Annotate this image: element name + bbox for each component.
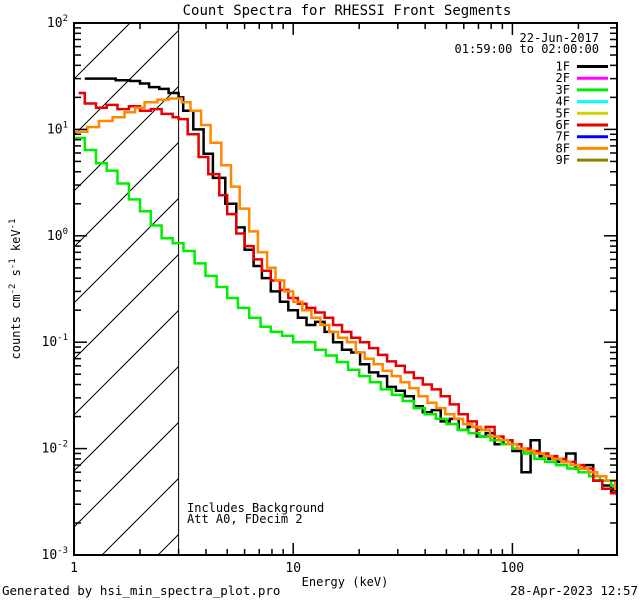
legend-label-5F: 5F <box>556 106 570 120</box>
legend-label-4F: 4F <box>556 95 570 109</box>
legend-label-3F: 3F <box>556 83 570 97</box>
x-axis-tick-labels: 1 10 100 <box>70 561 524 576</box>
footer-generator-credit: Generated by hsi_min_spectra_plot.pro <box>2 583 280 598</box>
y-axis-label-text: s <box>9 269 23 283</box>
x-tick-label: 100 <box>501 561 524 576</box>
y-tick-label: 101 <box>47 120 68 137</box>
plot-frame <box>73 22 618 556</box>
legend-label-9F: 9F <box>556 153 570 167</box>
y-tick-label: 10-3 <box>42 546 69 563</box>
observation-time-range: 01:59:00 to 02:00:00 <box>455 42 600 56</box>
chart-title: Count Spectra for RHESSI Front Segments <box>183 3 512 19</box>
y-tick-label: 10-1 <box>42 333 69 350</box>
legend-label-2F: 2F <box>556 71 570 85</box>
legend-label-1F: 1F <box>556 60 570 74</box>
y-axis-label-superscript: -2 <box>8 284 18 295</box>
legend-label-7F: 7F <box>556 130 570 144</box>
observation-date: 22-Jun-2017 <box>520 31 599 45</box>
axis-ticks <box>74 23 617 555</box>
footer-render-timestamp: 28-Apr-2023 12:57 <box>510 583 638 598</box>
x-tick-label: 1 <box>70 561 78 576</box>
y-tick-label: 100 <box>47 227 68 244</box>
spectrum-curve-8F <box>74 97 617 491</box>
spectrum-curve-3F <box>74 136 617 491</box>
y-axis-label-text: counts cm <box>9 294 23 359</box>
annotation-includes-background: Includes Background <box>187 501 324 515</box>
y-tick-label: 102 <box>47 14 68 31</box>
x-axis-label: Energy (keV) <box>302 575 389 589</box>
y-axis-label-superscript: -1 <box>8 219 18 230</box>
legend-label-6F: 6F <box>556 118 570 132</box>
y-axis-label: counts cm-2 s-1 keV-1 <box>8 219 23 360</box>
y-axis-label-superscript: -1 <box>8 258 18 269</box>
y-axis-tick-labels: 102 101 100 10-1 10-2 10-3 <box>42 14 69 563</box>
annotation-attenuator-state: Att A0, FDecim 2 <box>187 512 303 526</box>
spectra-curves <box>74 77 617 496</box>
spectrum-curve-1F <box>84 77 617 491</box>
x-tick-label: 10 <box>285 561 301 576</box>
y-tick-label: 10-2 <box>42 440 69 457</box>
legend-label-8F: 8F <box>556 141 570 155</box>
y-axis-label-text: keV <box>9 229 23 258</box>
